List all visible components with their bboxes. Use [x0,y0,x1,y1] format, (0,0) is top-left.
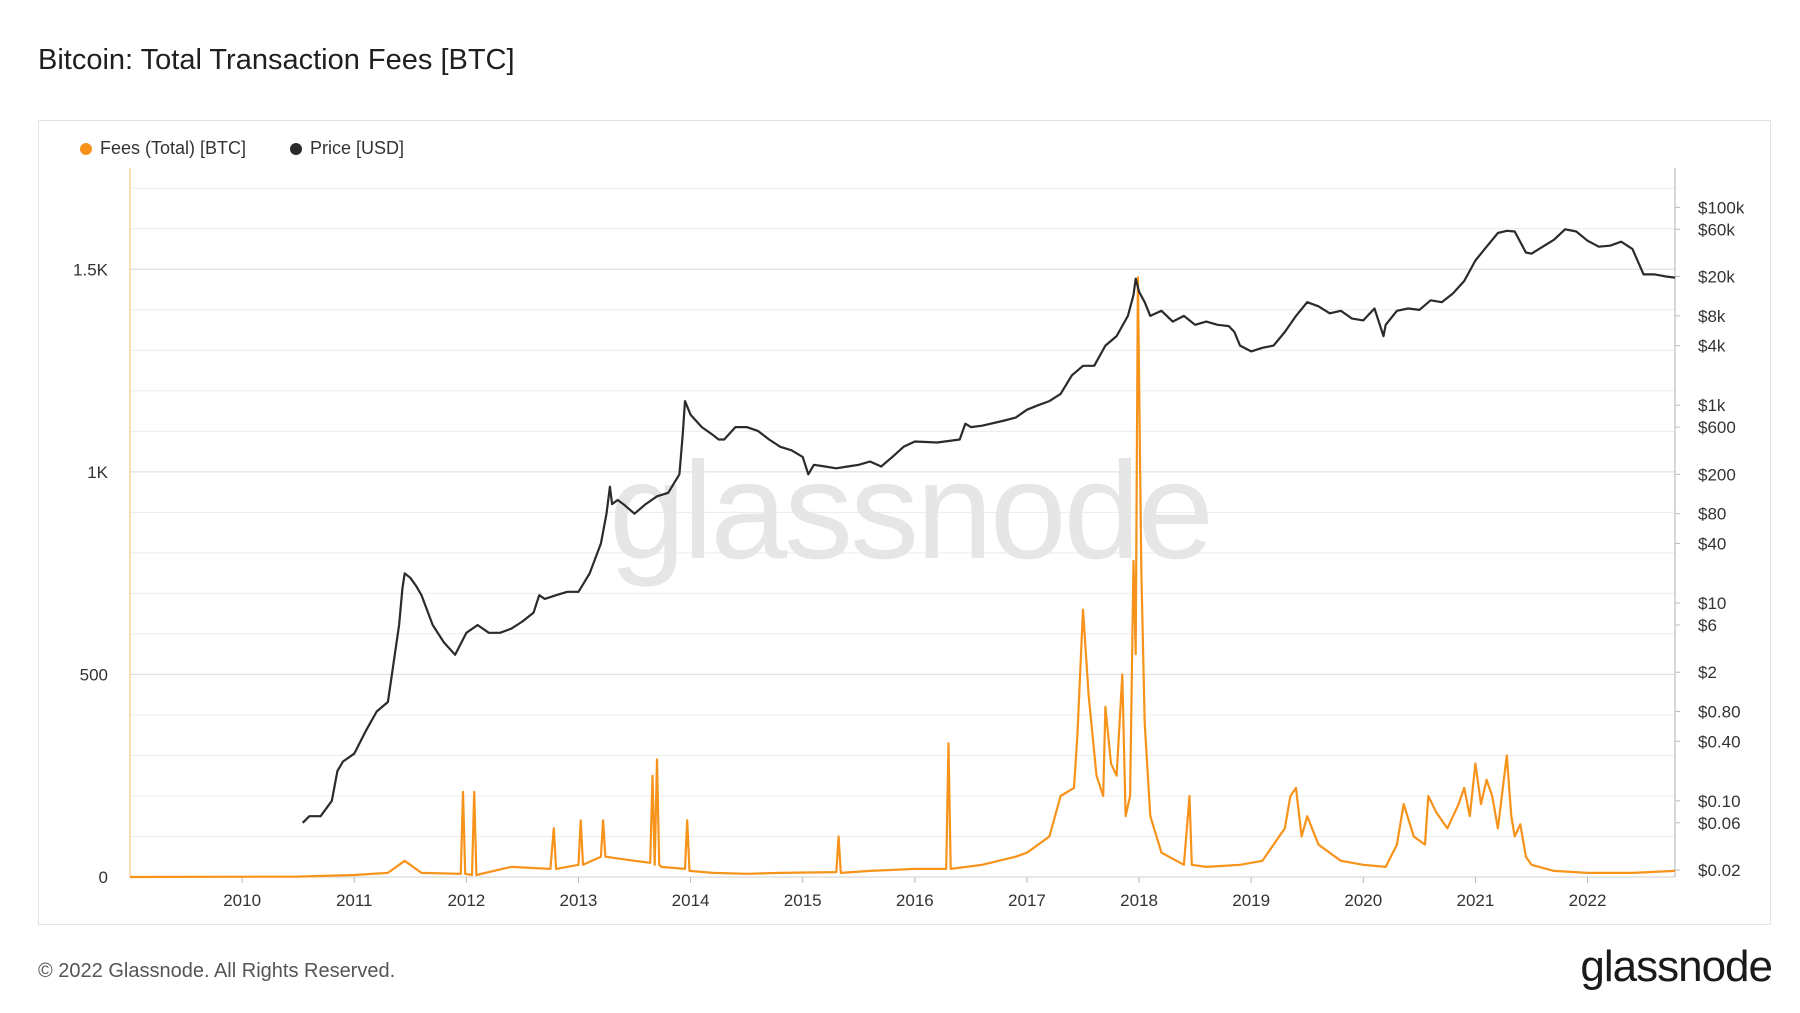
x-tick-label: 2014 [672,891,710,910]
x-tick-label: 2011 [336,891,373,910]
y-right-tick-label: $10 [1698,594,1726,613]
y-right-tick-label: $80 [1698,505,1726,524]
x-tick-label: 2020 [1344,891,1382,910]
x-tick-label: 2013 [560,891,598,910]
axes [129,168,1680,883]
y-right-tick-label: $0.40 [1698,732,1741,751]
y-right-tick-label: $100k [1698,198,1745,217]
y-right-tick-label: $1k [1698,396,1726,415]
y-left-tick-label: 1K [87,463,108,482]
x-tick-label: 2017 [1008,891,1046,910]
x-tick-label: 2021 [1457,891,1495,910]
legend-item-fees[interactable]: Fees (Total) [BTC] [80,138,246,159]
legend-price-marker [290,142,303,155]
y-right-tick-label: $0.10 [1698,792,1741,811]
y-left-tick-label: 0 [99,868,108,887]
y-right-tick-label: $20k [1698,268,1735,287]
y-right-tick-label: $600 [1698,418,1736,437]
x-tick-label: 2015 [784,891,822,910]
chart-panel [38,120,1771,925]
x-tick-label: 2018 [1120,891,1158,910]
legend-fees-marker [80,142,92,155]
y-right-tick-label: $4k [1698,337,1726,356]
series [129,228,1676,879]
tick-labels: 0 500 1K 1.5K 2010 2011 2012 2013 2014 2015 2016 20… [73,198,1745,910]
price-series-line [301,228,1676,824]
chart-legend: Fees (Total) [BTC] Price [USD] [80,138,404,159]
y-right-tick-label: $2 [1698,663,1717,682]
legend-price-label: Price [USD] [310,138,405,158]
y-left-tick-label: 1.5K [73,260,109,279]
page-title: Bitcoin: Total Transaction Fees [BTC] [38,44,515,76]
x-tick-label: 2016 [896,891,934,910]
watermark: glassnode [609,434,1211,588]
y-left-tick-label: 500 [80,665,108,684]
copyright-footer: © 2022 Glassnode. All Rights Reserved. [38,960,396,982]
y-right-tick-label: $6 [1698,616,1717,635]
y-right-tick-label: $0.80 [1698,703,1741,722]
y-right-tick-label: $0.06 [1698,814,1741,833]
y-right-tick-label: $60k [1698,220,1735,239]
x-tick-label: 2012 [447,891,485,910]
x-tick-label: 2019 [1232,891,1270,910]
y-right-tick-label: $8k [1698,307,1726,326]
y-right-tick-label: $40 [1698,534,1726,553]
brand-logo[interactable]: glassnode [1580,942,1773,991]
legend-item-price[interactable]: Price [USD] [290,138,404,159]
y-right-tick-label: $0.02 [1698,861,1741,880]
y-right-tick-label: $200 [1698,465,1736,484]
x-tick-label: 2022 [1569,891,1607,910]
legend-fees-label: Fees (Total) [BTC] [100,138,247,158]
x-tick-label: 2010 [223,891,261,910]
fees-series-line [129,276,1676,879]
